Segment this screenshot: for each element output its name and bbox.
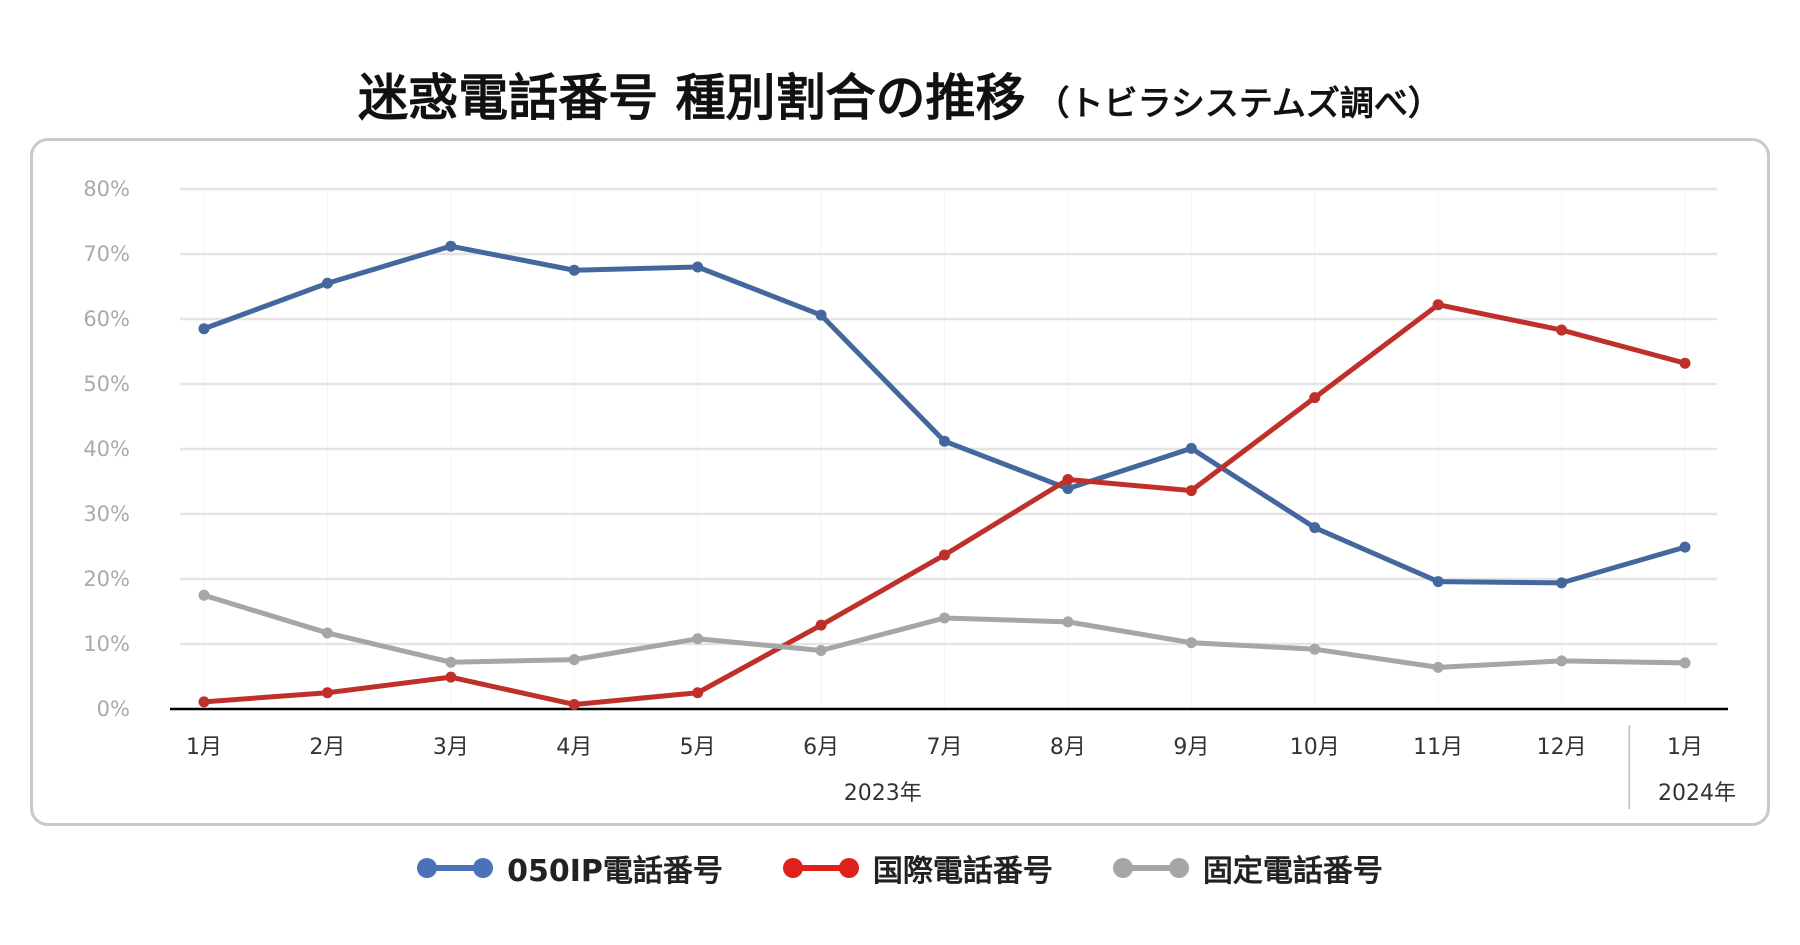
data-point xyxy=(692,261,704,273)
data-point xyxy=(939,549,950,561)
chart-title-main: 迷惑電話番号 種別割合の推移 xyxy=(358,69,1026,127)
data-point xyxy=(568,264,580,276)
x-tick-label: 11月 xyxy=(1413,735,1463,760)
data-point xyxy=(1309,392,1321,404)
legend-label: 国際電話番号 xyxy=(872,854,1053,889)
data-point xyxy=(939,435,950,447)
legend-item: 固定電話番号 xyxy=(1112,846,1383,890)
data-point xyxy=(1062,483,1074,495)
data-point xyxy=(1432,576,1444,588)
data-point xyxy=(445,671,457,683)
data-point xyxy=(1432,299,1444,311)
legend-label: 050IP電話番号 xyxy=(507,854,723,889)
y-tick-label: 70% xyxy=(83,242,130,266)
data-point xyxy=(1185,442,1197,454)
chart-title-sub: （トビラシステムズ調べ） xyxy=(1035,84,1442,124)
data-point xyxy=(198,323,210,335)
x-tick-label: 2月 xyxy=(309,735,345,760)
data-point xyxy=(1185,485,1197,497)
y-tick-label: 10% xyxy=(83,632,130,656)
data-point xyxy=(815,619,827,631)
data-point xyxy=(445,656,457,668)
data-point xyxy=(198,589,210,601)
data-point xyxy=(939,612,950,624)
x-tick-label: 9月 xyxy=(1173,735,1209,760)
legend-item: 050IP電話番号 xyxy=(417,846,723,890)
x-tick-label: 10月 xyxy=(1290,735,1340,760)
chart-frame xyxy=(30,138,1770,826)
data-point xyxy=(1679,657,1691,669)
legend: 050IP電話番号 国際電話番号 固定電話番号 xyxy=(0,846,1800,890)
data-point xyxy=(321,277,333,289)
year-label: 2023年 xyxy=(844,781,922,806)
data-point xyxy=(321,687,333,699)
x-tick-label: 1月 xyxy=(1667,735,1703,760)
data-point xyxy=(568,698,580,710)
data-point xyxy=(815,309,827,321)
y-tick-label: 20% xyxy=(83,567,130,591)
data-point xyxy=(568,654,580,666)
x-tick-label: 1月 xyxy=(186,735,222,760)
data-point xyxy=(198,696,210,708)
x-tick-label: 8月 xyxy=(1050,735,1086,760)
chart-title: 迷惑電話番号 種別割合の推移 （トビラシステムズ調べ） xyxy=(0,58,1800,130)
data-point xyxy=(1556,655,1568,667)
data-point xyxy=(445,240,457,252)
data-point xyxy=(1679,541,1691,553)
y-tick-label: 60% xyxy=(83,307,130,331)
x-tick-label: 4月 xyxy=(556,735,592,760)
y-tick-label: 40% xyxy=(83,437,130,461)
legend-label: 固定電話番号 xyxy=(1202,854,1383,889)
data-point xyxy=(1062,616,1074,628)
y-tick-label: 30% xyxy=(83,502,130,526)
x-tick-label: 12月 xyxy=(1537,735,1587,760)
x-tick-label: 3月 xyxy=(433,735,469,760)
x-tick-label: 6月 xyxy=(803,735,839,760)
data-point xyxy=(1556,577,1568,589)
data-point xyxy=(1185,637,1197,649)
data-point xyxy=(1309,522,1321,534)
y-tick-label: 0% xyxy=(97,697,130,721)
legend-marker-icon xyxy=(782,858,859,878)
data-point xyxy=(692,687,704,699)
legend-item: 国際電話番号 xyxy=(782,846,1053,890)
data-point xyxy=(1432,661,1444,673)
x-tick-label: 7月 xyxy=(927,735,963,760)
legend-marker-icon xyxy=(1112,858,1189,878)
data-point xyxy=(321,627,333,639)
data-point xyxy=(1556,324,1568,336)
y-tick-label: 80% xyxy=(83,177,130,201)
x-tick-label: 5月 xyxy=(680,735,716,760)
data-point xyxy=(1309,643,1321,655)
year-label: 2024年 xyxy=(1658,781,1736,806)
data-point xyxy=(815,645,827,656)
y-tick-label: 50% xyxy=(83,372,130,396)
data-point xyxy=(692,633,704,645)
data-point xyxy=(1062,474,1074,486)
data-point xyxy=(1679,357,1691,369)
legend-marker-icon xyxy=(417,858,494,878)
